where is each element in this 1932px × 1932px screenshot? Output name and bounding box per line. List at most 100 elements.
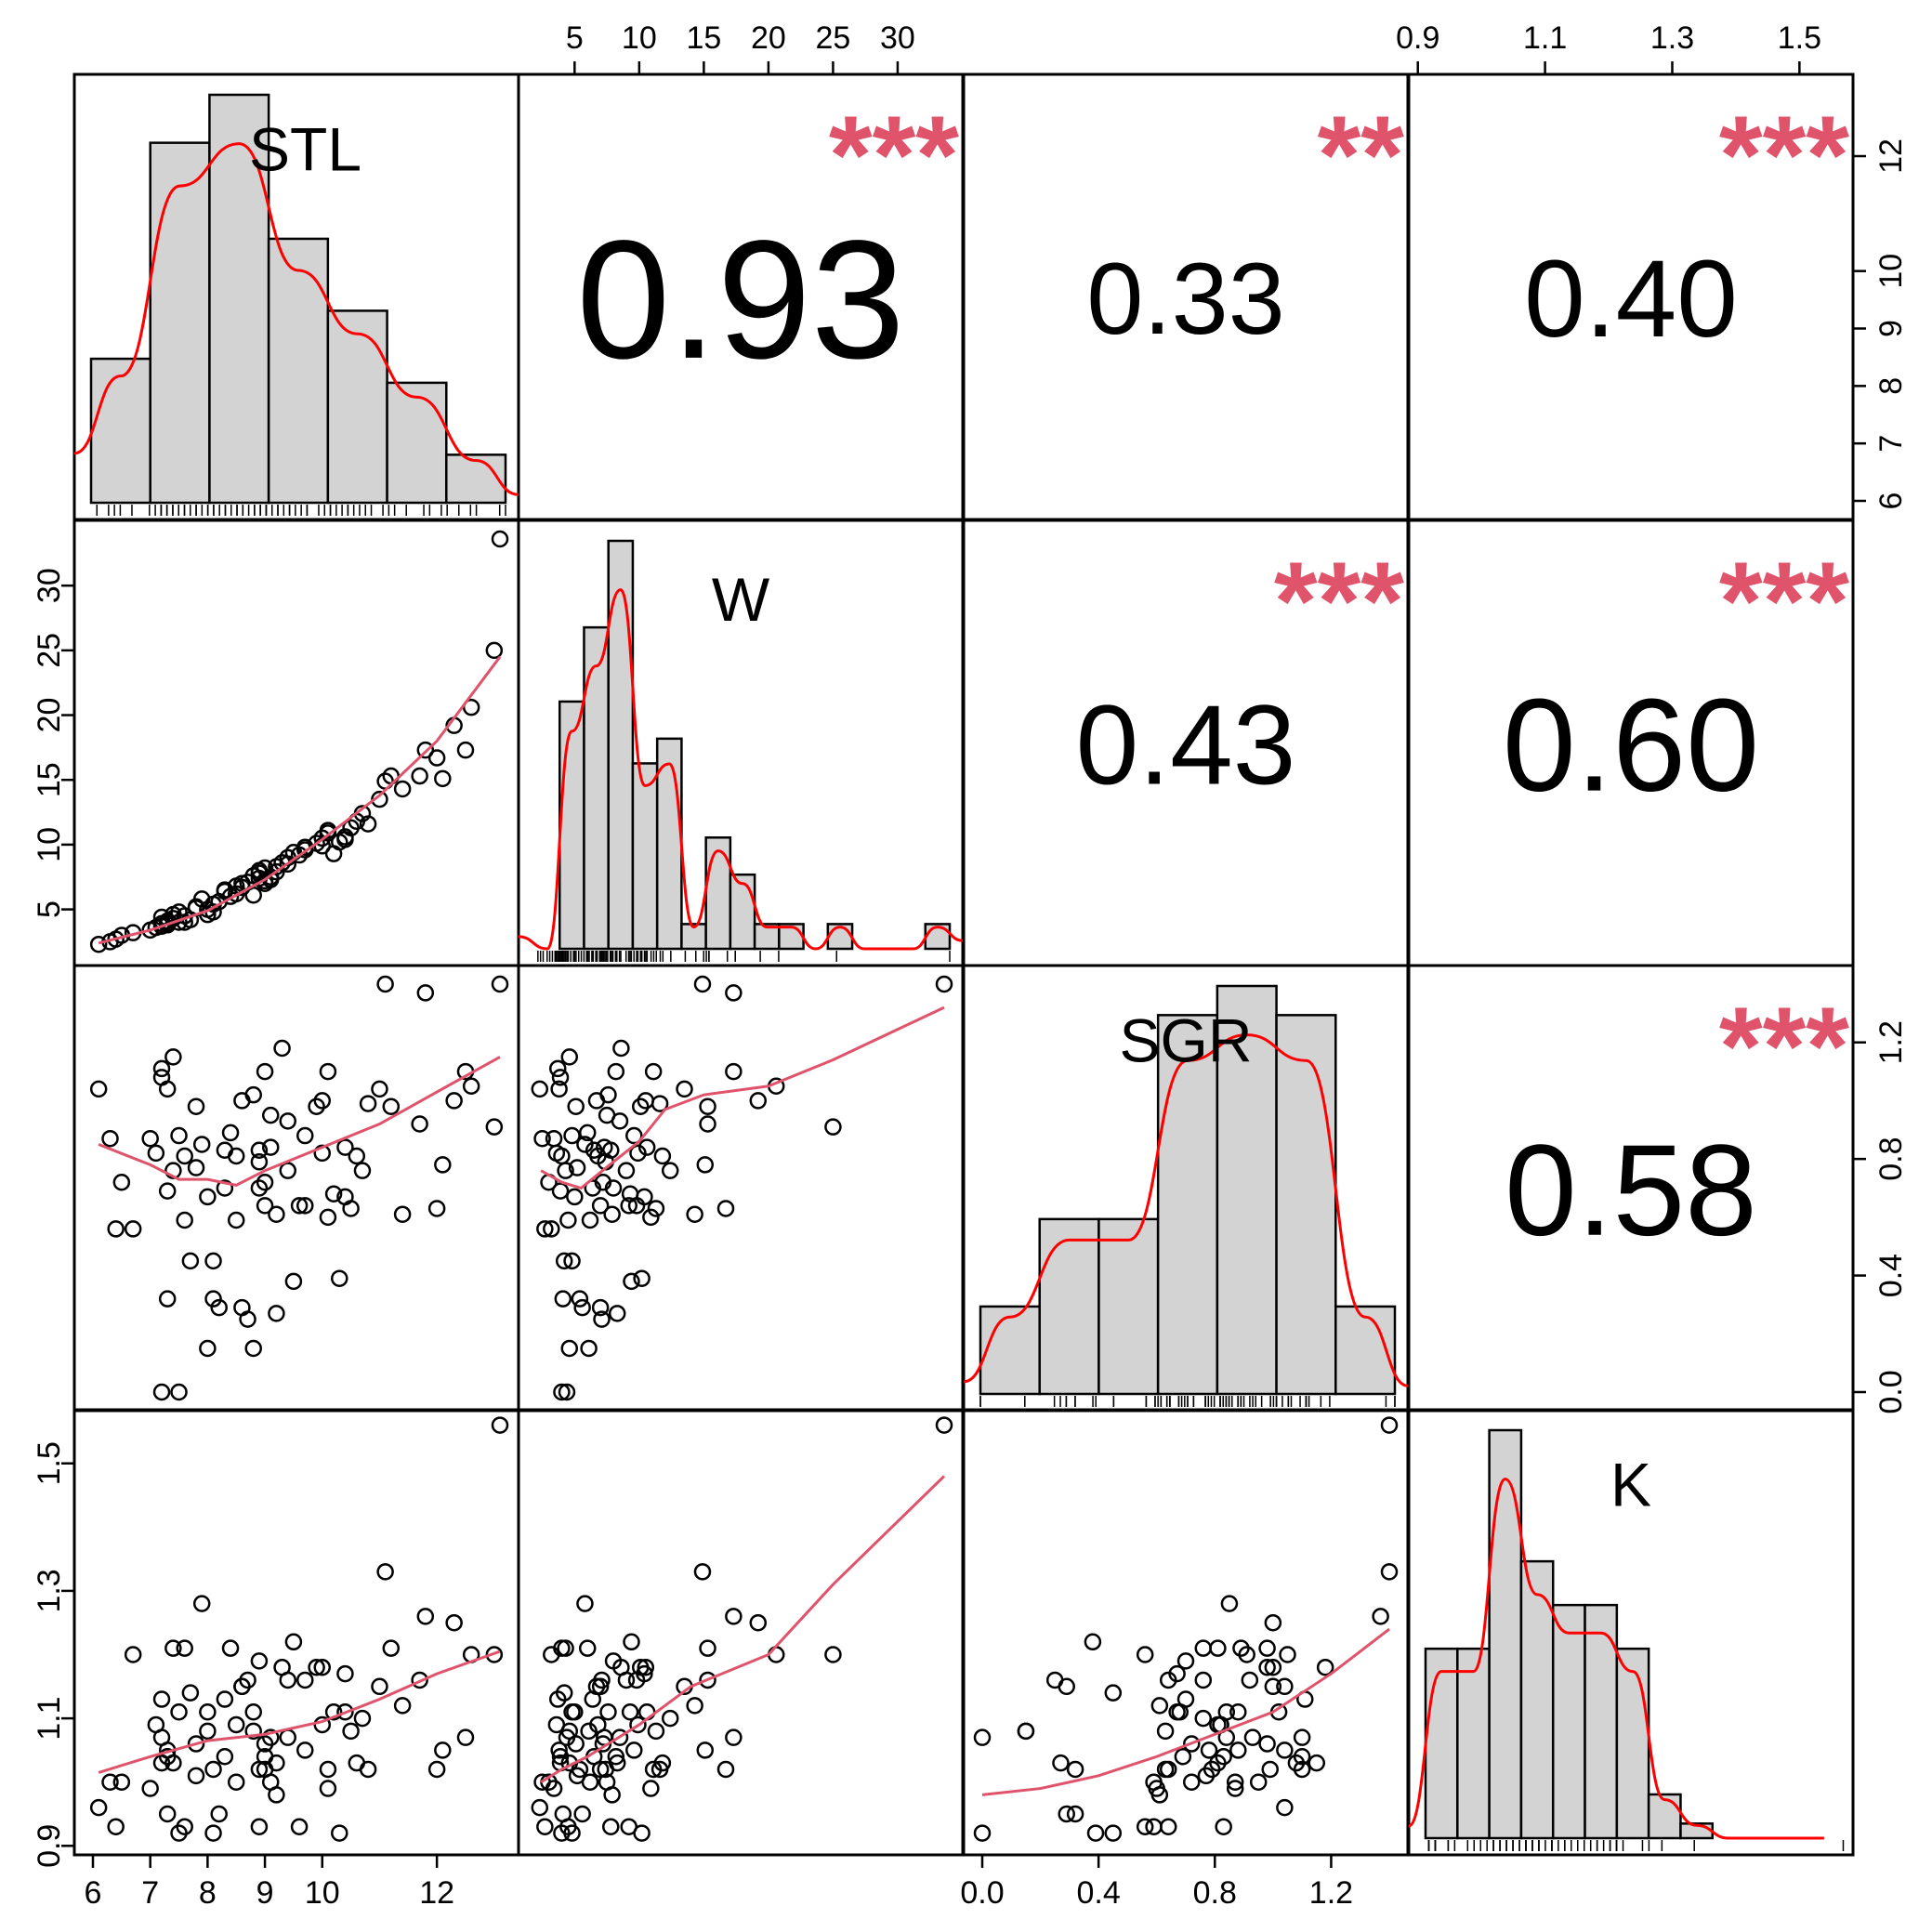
scatter-point-sgr-vs-w xyxy=(637,1138,656,1156)
scatter-point-k-vs-sgr xyxy=(1156,1760,1175,1779)
scatter-point-k-vs-sgr xyxy=(1226,1780,1244,1797)
scatter-point-w-vs-stl xyxy=(227,877,245,895)
scatter-point-k-vs-stl xyxy=(170,1702,188,1721)
scatter-point-sgr-vs-stl xyxy=(256,1173,274,1191)
scatter-point-k-vs-w xyxy=(725,1608,743,1625)
scatter-point-sgr-vs-stl xyxy=(331,1269,348,1287)
scatter-point-k-vs-stl xyxy=(313,1658,332,1676)
scatter-point-sgr-vs-stl xyxy=(336,1138,354,1156)
significance-stars-stl-k: *** xyxy=(1719,93,1849,217)
scatter-point-k-vs-sgr xyxy=(1261,1760,1279,1779)
scatter-point-sgr-vs-w xyxy=(629,1144,647,1163)
smooth-line-w-vs-stl xyxy=(98,655,502,945)
scatter-point-sgr-vs-stl xyxy=(261,1106,280,1124)
scatter-point-sgr-vs-stl xyxy=(176,1211,193,1229)
scatter-point-k-vs-stl xyxy=(250,1652,269,1670)
scatter-point-sgr-vs-w xyxy=(554,1290,572,1308)
scatter-point-k-vs-stl xyxy=(411,1671,428,1689)
axis-tick-label-w: 10 xyxy=(622,20,657,56)
scatter-point-sgr-vs-stl xyxy=(124,1220,142,1238)
smooth-line-k-vs-w xyxy=(540,1475,946,1783)
variable-name-w: W xyxy=(712,565,770,634)
axis-tick-label-stl: 12 xyxy=(419,1875,454,1911)
scatter-point-k-vs-stl xyxy=(89,1798,108,1817)
scatter-point-sgr-vs-w xyxy=(623,1272,640,1291)
scatter-point-k-vs-sgr xyxy=(1264,1613,1282,1632)
scatter-point-k-vs-w xyxy=(621,1702,639,1721)
scatter-point-k-vs-stl xyxy=(244,1702,262,1721)
scatter-point-sgr-vs-w xyxy=(555,1252,573,1270)
scatter-point-k-vs-stl xyxy=(112,1773,131,1791)
scatter-point-k-vs-stl xyxy=(256,1735,274,1753)
scatter-point-k-vs-w xyxy=(603,1786,621,1804)
axis-tick-label-sgr: 0.8 xyxy=(1193,1875,1237,1911)
scatter-point-k-vs-sgr xyxy=(1264,1658,1282,1676)
scatter-point-k-vs-stl xyxy=(152,1754,171,1772)
smooth-line-k-vs-sgr xyxy=(981,1627,1390,1796)
scatter-point-k-vs-stl xyxy=(181,1684,200,1702)
panel-frame-w-stl xyxy=(72,519,520,967)
scatter-point-k-vs-sgr xyxy=(1276,1798,1294,1817)
scatter-point-k-vs-w xyxy=(749,1613,768,1632)
scatter-point-sgr-vs-stl xyxy=(268,1305,285,1322)
scatter-point-sgr-vs-w xyxy=(581,1211,599,1229)
scatter-point-sgr-vs-stl xyxy=(411,1115,428,1133)
scatter-point-sgr-vs-stl xyxy=(227,1211,245,1229)
scatter-point-k-vs-stl xyxy=(296,1741,314,1759)
scatter-point-k-vs-sgr xyxy=(1183,1773,1201,1791)
scatter-point-k-vs-sgr xyxy=(1148,1780,1165,1797)
histogram-bar-w xyxy=(583,625,610,951)
histogram-bar-k xyxy=(1551,1603,1586,1840)
scatter-point-sgr-vs-w xyxy=(553,1147,571,1165)
scatter-point-sgr-vs-w xyxy=(633,1269,651,1287)
correlation-value-w-sgr: 0.43 xyxy=(1076,681,1296,808)
scatter-point-sgr-vs-w xyxy=(749,1092,768,1110)
histogram-bar-stl xyxy=(445,453,507,505)
axis-tick-label-stl: 6 xyxy=(85,1875,102,1911)
axis-tick-label-stl: 7 xyxy=(1873,435,1909,453)
scatter-point-sgr-vs-stl xyxy=(261,1138,280,1156)
histogram-bar-k xyxy=(1424,1647,1459,1840)
scatter-point-k-vs-w xyxy=(686,1697,703,1715)
scatter-point-sgr-vs-stl xyxy=(181,1252,200,1270)
scatter-point-k-vs-stl xyxy=(324,1702,343,1721)
scatter-point-sgr-vs-w xyxy=(699,1097,716,1115)
scatter-point-k-vs-stl xyxy=(491,1416,509,1434)
scatter-point-sgr-vs-w xyxy=(661,1162,679,1179)
scatter-point-sgr-vs-stl xyxy=(279,1162,296,1179)
histogram-bar-stl xyxy=(386,381,448,505)
scatter-point-k-vs-sgr xyxy=(1293,1728,1311,1746)
axis-tick-label-sgr: 0.4 xyxy=(1873,1254,1909,1297)
scatter-point-sgr-vs-stl xyxy=(199,1339,217,1358)
scatter-point-sgr-vs-w xyxy=(560,1339,579,1358)
scatter-point-k-vs-sgr xyxy=(1045,1671,1064,1689)
scatter-point-k-vs-w xyxy=(576,1595,594,1612)
axis-tick-label-k: 0.9 xyxy=(1396,20,1439,56)
scatter-point-w-vs-stl xyxy=(456,741,475,759)
correlation-value-w-k: 0.60 xyxy=(1503,672,1759,820)
axis-tick-label-sgr: 1.2 xyxy=(1309,1875,1353,1911)
scatter-point-k-vs-sgr xyxy=(1203,1760,1221,1779)
scatter-point-sgr-vs-w xyxy=(676,1080,693,1098)
scatter-point-k-vs-sgr xyxy=(1241,1671,1259,1689)
scatter-point-sgr-vs-w xyxy=(599,1085,617,1104)
scatter-point-k-vs-w xyxy=(636,1664,653,1683)
scatter-point-k-vs-stl xyxy=(268,1786,285,1804)
scatter-point-sgr-vs-w xyxy=(578,1124,597,1142)
scatter-point-k-vs-stl xyxy=(296,1671,314,1689)
histogram-bar-sgr xyxy=(1038,1217,1100,1396)
axis-tick-label-w: 15 xyxy=(32,762,67,797)
smooth-line-k-vs-stl xyxy=(98,1649,501,1774)
scatter-point-k-vs-sgr xyxy=(1066,1805,1084,1823)
scatter-point-sgr-vs-w xyxy=(725,984,743,1002)
scatter-point-w-vs-stl xyxy=(359,815,377,833)
scatter-point-w-vs-stl xyxy=(296,841,314,859)
scatter-point-sgr-vs-stl xyxy=(244,1085,262,1104)
scatter-point-sgr-vs-stl xyxy=(313,1092,332,1110)
scatter-point-sgr-vs-stl xyxy=(187,1159,205,1176)
scatter-point-k-vs-w xyxy=(633,1824,651,1842)
scatter-point-w-vs-stl xyxy=(411,767,428,785)
scatter-point-k-vs-stl xyxy=(456,1728,475,1746)
scatter-point-sgr-vs-w xyxy=(642,1208,660,1227)
histogram-bar-w xyxy=(729,873,756,951)
